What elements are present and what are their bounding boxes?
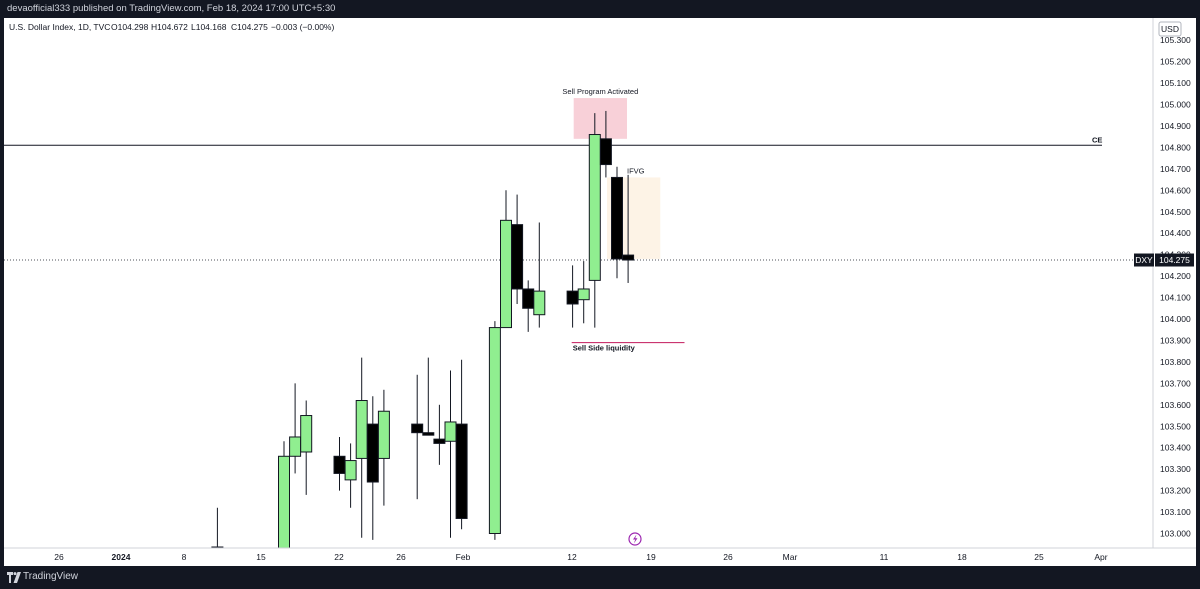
y-tick-label: 104.000 — [1160, 314, 1191, 324]
y-tick-label: 103.900 — [1160, 335, 1191, 345]
x-tick-label: 26 — [723, 552, 733, 562]
x-tick-label: 11 — [880, 552, 889, 562]
x-tick-label: 2024 — [112, 552, 131, 562]
last-price-tag[interactable] — [1155, 253, 1194, 267]
x-tick-label: 15 — [256, 552, 266, 562]
publish-line: devaofficial333 published on TradingView… — [7, 3, 336, 14]
x-tick-label: 18 — [957, 552, 967, 562]
sell-program-label: Sell Program Activated — [562, 87, 638, 96]
y-tick-label: 103.000 — [1160, 529, 1191, 539]
y-tick-label: 103.400 — [1160, 443, 1191, 453]
legend-high: H104.672 — [151, 22, 188, 32]
y-tick-label: 105.200 — [1160, 57, 1191, 67]
candle-body[interactable] — [611, 176, 623, 260]
y-tick-label: 104.900 — [1160, 121, 1191, 131]
candle-body[interactable] — [522, 288, 535, 309]
candle-body[interactable] — [333, 455, 346, 474]
candle-body[interactable] — [533, 290, 546, 316]
last-price-label: 104.275 — [1159, 255, 1190, 265]
x-tick-label: 26 — [396, 552, 406, 562]
y-tick-label: 104.800 — [1160, 142, 1191, 152]
candle-body[interactable] — [433, 438, 446, 444]
legend-symbol: U.S. Dollar Index, 1D, TVC — [9, 22, 110, 32]
y-tick-label: 104.400 — [1160, 228, 1191, 238]
x-tick-label: Feb — [456, 552, 471, 562]
y-tick-label: 103.200 — [1160, 486, 1191, 496]
candle-body[interactable] — [511, 224, 524, 290]
y-tick-label: 103.600 — [1160, 400, 1191, 410]
candle-body[interactable] — [344, 460, 357, 481]
y-tick-label: 103.800 — [1160, 357, 1191, 367]
candle-body[interactable] — [422, 432, 435, 436]
candle-body[interactable] — [444, 421, 457, 442]
x-tick-label: 19 — [646, 552, 656, 562]
candle-body[interactable] — [599, 138, 612, 166]
y-tick-label: 105.300 — [1160, 35, 1191, 45]
y-tick-label: 105.100 — [1160, 78, 1191, 88]
candle-body[interactable] — [488, 327, 501, 534]
candlestick-chart[interactable]: CE Sell Side liquidity Sell Program Activa… — [4, 18, 1196, 566]
y-tick-label: 103.100 — [1160, 507, 1191, 517]
y-tick-label: 103.700 — [1160, 378, 1191, 388]
currency-box[interactable] — [1158, 21, 1182, 37]
y-tick-label: 104.100 — [1160, 293, 1191, 303]
x-tick-label: 12 — [567, 552, 577, 562]
candle-body[interactable] — [588, 134, 601, 281]
ifvg-label: IFVG — [627, 166, 645, 175]
candle-body[interactable] — [577, 288, 590, 301]
footer-bar: TradingView — [0, 566, 1200, 589]
candle-body[interactable] — [300, 415, 313, 453]
y-tick-label: 105.000 — [1160, 100, 1191, 110]
annotation-zone[interactable] — [573, 98, 627, 139]
x-tick-label: 26 — [54, 552, 64, 562]
y-tick-label: 104.700 — [1160, 164, 1191, 174]
candle-body[interactable] — [289, 436, 302, 457]
sell-side-liquidity-label: Sell Side liquidity — [573, 344, 636, 353]
publish-header: devaofficial333 published on TradingView… — [0, 0, 1200, 18]
legend-change: −0.003 (−0.00%) — [271, 22, 334, 32]
y-tick-label: 104.200 — [1160, 271, 1191, 281]
y-tick-label: 103.500 — [1160, 421, 1191, 431]
y-tick-label: 104.600 — [1160, 185, 1191, 195]
candle-body[interactable] — [366, 423, 379, 483]
candle-body[interactable] — [622, 254, 635, 261]
lightning-glyph-icon — [633, 534, 638, 544]
legend-low: L104.168 — [191, 22, 227, 32]
candle-body[interactable] — [355, 400, 368, 459]
y-tick-label: 104.500 — [1160, 207, 1191, 217]
x-tick-label: Mar — [783, 552, 798, 562]
x-tick-label: 22 — [334, 552, 344, 562]
candle-body[interactable] — [278, 455, 290, 549]
candle-body[interactable] — [377, 410, 390, 459]
currency-label: USD — [1161, 24, 1179, 34]
candle-body[interactable] — [455, 423, 468, 519]
ce-level-label: CE — [1092, 135, 1102, 144]
ticker-tag[interactable] — [1134, 253, 1154, 267]
candle-body[interactable] — [566, 290, 579, 305]
x-tick-label: 25 — [1034, 552, 1044, 562]
candle-body[interactable] — [411, 423, 424, 434]
y-tick-label: 103.300 — [1160, 464, 1191, 474]
x-tick-label: Apr — [1094, 552, 1107, 562]
tradingview-logo-icon[interactable] — [7, 572, 21, 583]
x-tick-label: 8 — [182, 552, 187, 562]
candle-body[interactable] — [500, 219, 512, 329]
tradingview-brand[interactable]: TradingView — [23, 571, 79, 582]
legend-close: C104.275 — [231, 22, 268, 32]
legend-open: O104.298 — [111, 22, 149, 32]
ticker-label: DXY — [1135, 255, 1153, 265]
chart-panel[interactable]: CE Sell Side liquidity Sell Program Activa… — [4, 18, 1196, 566]
